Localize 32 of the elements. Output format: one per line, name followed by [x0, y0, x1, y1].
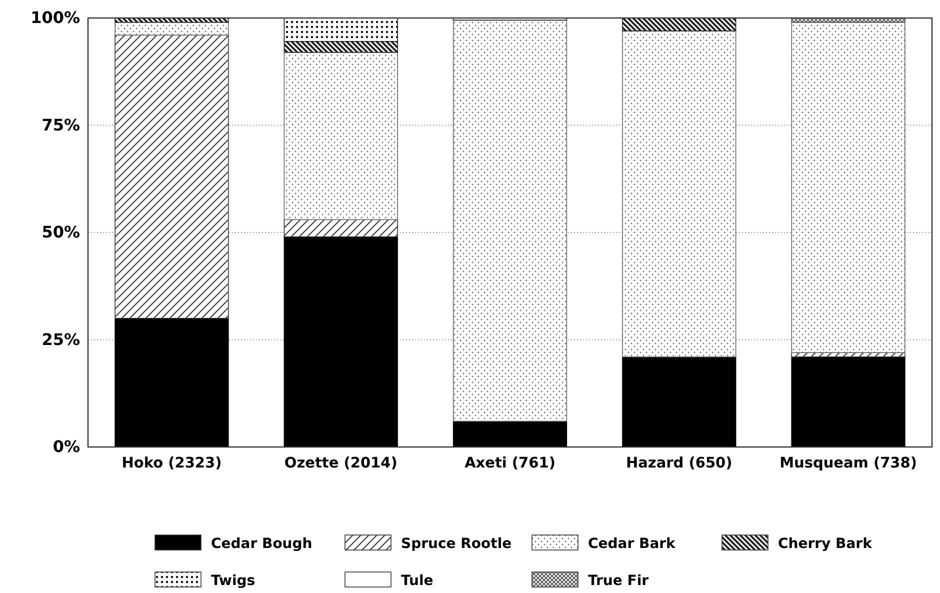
bar: [114, 318, 229, 448]
legend-label: Tule: [401, 573, 434, 589]
x-tick-label: Ozette (2014): [284, 455, 398, 472]
legend-label: Spruce Rootle: [401, 536, 512, 552]
legend-label: Cedar Bark: [588, 536, 676, 552]
bar: [791, 22, 906, 354]
y-tick-label: 50%: [42, 222, 80, 242]
x-tick-label: Musqueam (738): [780, 455, 917, 472]
bar: [622, 356, 736, 448]
bar: [622, 18, 736, 32]
bar: [452, 20, 568, 422]
x-tick-label: Hoko (2323): [122, 455, 222, 472]
y-tick-label: 0%: [52, 437, 80, 456]
bar: [622, 30, 736, 358]
bar: [791, 356, 906, 448]
bar: [284, 219, 398, 238]
y-tick-label: 75%: [42, 115, 80, 134]
legend-label: True Fir: [588, 573, 649, 589]
legend-label: Twigs: [211, 573, 256, 589]
x-tick-label: Hazard (650): [626, 455, 732, 472]
bar: [284, 41, 398, 53]
y-tick-label: 100%: [30, 8, 80, 28]
y-tick-label: 25%: [42, 330, 80, 349]
bar: [114, 34, 229, 319]
legend-label: Cedar Bough: [211, 536, 312, 552]
bar: [114, 22, 229, 36]
legend-label: Cherry Bark: [778, 536, 873, 552]
bar: [284, 236, 398, 448]
x-tick-label: Axeti (761): [464, 455, 556, 472]
bar: [452, 420, 568, 448]
bar: [284, 18, 398, 42]
bar: [284, 52, 398, 220]
